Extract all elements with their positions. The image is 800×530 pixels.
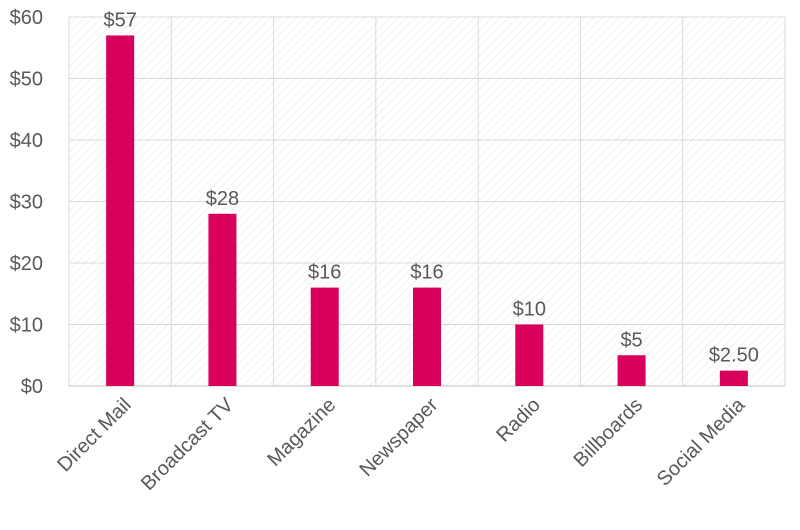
bar-billboards	[617, 355, 646, 386]
data-label: $2.50	[709, 345, 759, 367]
y-tick-label: $50	[10, 69, 43, 91]
data-label: $16	[308, 262, 341, 284]
data-label: $16	[410, 262, 443, 284]
y-tick-label: $0	[21, 376, 43, 398]
x-tick-label: Radio	[492, 394, 545, 447]
bar-magazine	[310, 287, 339, 386]
x-axis: Direct Mail Broadcast TV Magazine Newspaper…	[53, 393, 750, 495]
data-label: $57	[103, 9, 136, 31]
bar-newspaper	[413, 287, 441, 386]
bar-broadcast-tv	[208, 213, 237, 386]
data-label: $5	[620, 329, 642, 351]
bar-radio	[515, 324, 544, 386]
bar-direct-mail	[106, 35, 135, 386]
y-tick-label: $40	[10, 130, 43, 152]
x-tick-label: Magazine	[263, 394, 340, 471]
y-tick-label: $30	[10, 192, 43, 214]
x-tick-label: Direct Mail	[53, 394, 135, 476]
data-label: $28	[206, 188, 239, 210]
x-tick-label: Billboards	[569, 394, 647, 472]
bars	[106, 35, 748, 386]
data-labels: $57 $28 $16 $16 $10 $5 $2.50	[103, 9, 758, 366]
y-tick-label: $60	[10, 7, 43, 29]
x-tick-label: Social Media	[653, 393, 750, 490]
x-tick-label: Newspaper	[355, 394, 442, 481]
x-tick-label: Broadcast TV	[137, 394, 238, 495]
data-label: $10	[513, 299, 546, 321]
bar-social-media	[719, 370, 748, 386]
y-tick-label: $10	[10, 315, 43, 337]
y-tick-label: $20	[10, 253, 43, 275]
